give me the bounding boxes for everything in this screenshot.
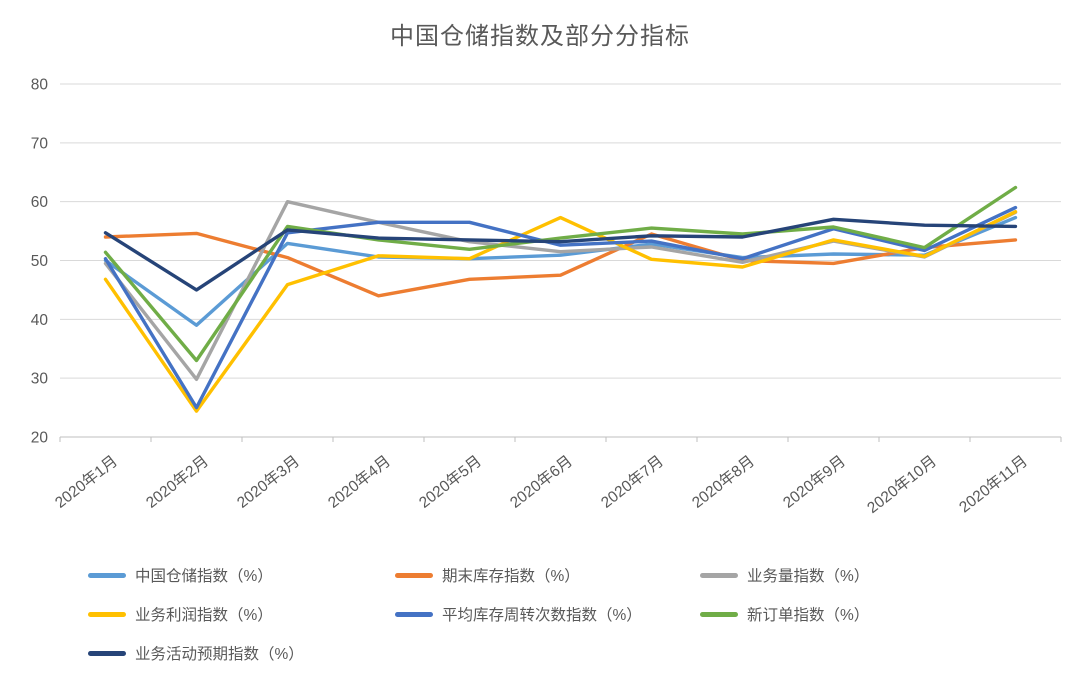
y-axis-label: 20 [31, 430, 49, 447]
series-line [103, 209, 1018, 413]
legend-item: 业务活动预期指数（%） [88, 642, 395, 664]
legend-label: 中国仓储指数（%） [135, 568, 273, 585]
legend-item: 期末库存指数（%） [395, 564, 700, 586]
x-axis-label: 2020年9月 [779, 452, 848, 512]
plot-area: 20 30 40 50 60 70 80 2020年1月 2020年2月 2020年3月 2020年… [31, 77, 1062, 517]
x-axis-label: 2020年10月 [864, 452, 940, 517]
legend-swatch [88, 572, 126, 578]
legend-item: 新订单指数（%） [700, 603, 970, 625]
y-axis-label: 40 [31, 312, 49, 329]
y-axis-label: 60 [31, 194, 49, 211]
chart-title: 中国仓储指数及部分分指标 [390, 23, 690, 50]
x-axis-label: 2020年5月 [415, 452, 484, 512]
legend-swatch [88, 650, 126, 656]
series-line [103, 215, 1018, 327]
y-axis-label: 80 [31, 77, 49, 94]
legend-label: 业务活动预期指数（%） [135, 646, 304, 663]
x-axis-label: 2020年6月 [506, 452, 575, 512]
series-line [103, 205, 1018, 410]
y-axis-label: 50 [31, 253, 49, 270]
legend-swatch [700, 572, 738, 578]
legend-label: 业务量指数（%） [747, 568, 870, 585]
series-line [103, 217, 1018, 292]
x-axis-label: 2020年4月 [324, 452, 393, 512]
x-axis-label: 2020年3月 [233, 452, 302, 512]
legend-swatch [88, 611, 126, 617]
legend-swatch [395, 611, 433, 617]
series-line [103, 185, 1018, 363]
x-axis-label: 2020年2月 [142, 452, 211, 512]
x-axis-label: 2020年1月 [51, 452, 120, 512]
legend-item: 业务利润指数（%） [88, 603, 395, 625]
y-axis-label: 70 [31, 135, 49, 152]
legend-swatch [700, 611, 738, 617]
legend-label: 业务利润指数（%） [135, 607, 273, 624]
legend-item: 平均库存周转次数指数（%） [395, 603, 700, 625]
y-axis-label: 30 [31, 371, 49, 388]
legend-label: 期末库存指数（%） [442, 568, 580, 585]
x-axis-label: 2020年7月 [597, 452, 666, 512]
legend-label: 新订单指数（%） [747, 607, 870, 624]
legend: 中国仓储指数（%） 期末库存指数（%） 业务量指数（%） 业务利润指数（%） 平均库存周… [88, 564, 988, 664]
x-axis-label: 2020年8月 [688, 452, 757, 512]
legend-swatch [395, 572, 433, 578]
legend-label: 平均库存周转次数指数（%） [442, 607, 642, 624]
legend-item: 中国仓储指数（%） [88, 564, 395, 586]
x-axis-label: 2020年11月 [956, 452, 1031, 516]
legend-item: 业务量指数（%） [700, 564, 970, 586]
